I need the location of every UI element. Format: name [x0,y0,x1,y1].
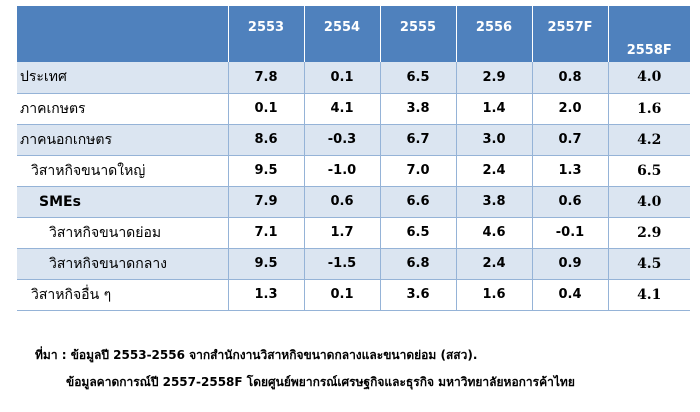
cell-value: 4.0 [607,186,690,218]
table-row: ประเทศ 7.8 0.1 6.5 2.9 0.8 4.0 [17,62,690,94]
cell-value: 4.5 [607,248,690,280]
table-row: วิสาหกิจขนาดย่อม 7.1 1.7 6.5 4.6 -0.1 2.… [17,217,690,249]
cell-value: 0.4 [531,279,608,311]
cell-value: 4.1 [607,279,690,311]
cell-value: -0.3 [303,124,380,156]
table-row: วิสาหกิจอื่น ๆ 1.3 0.1 3.6 1.6 0.4 4.1 [17,279,690,311]
cell-value: 7.8 [227,62,304,94]
cell-value: 1.4 [455,93,532,125]
cell-value: 0.6 [531,186,608,218]
table-row: วิสาหกิจขนาดกลาง 9.5 -1.5 6.8 2.4 0.9 4.… [17,248,690,280]
row-label: วิสาหกิจอื่น ๆ [17,279,228,311]
forecast-note: ข้อมูลคาดการณ์ปี 2557-2558F โดยศูนย์พยาก… [66,375,575,389]
cell-value: 0.1 [227,93,304,125]
cell-value: 2.4 [455,248,532,280]
cell-value: 3.8 [455,186,532,218]
cell-value: 6.7 [379,124,456,156]
cell-value: 1.3 [531,155,608,187]
cell-value: 0.1 [303,62,380,94]
cell-value: 6.6 [379,186,456,218]
row-label: วิสาหกิจขนาดกลาง [17,248,228,280]
header-year: 2553 [227,6,304,62]
table-row: SMEs 7.9 0.6 6.6 3.8 0.6 4.0 [17,186,690,218]
cell-value: 7.1 [227,217,304,249]
cell-value: 4.1 [303,93,380,125]
row-label: วิสาหกิจขนาดใหญ่ [17,155,228,187]
cell-value: 2.0 [531,93,608,125]
cell-value: 9.5 [227,248,304,280]
row-label: วิสาหกิจขนาดย่อม [17,217,228,249]
cell-value: 6.8 [379,248,456,280]
cell-value: 8.6 [227,124,304,156]
cell-value: 2.9 [455,62,532,94]
table-row: ภาคเกษตร 0.1 4.1 3.8 1.4 2.0 1.6 [17,93,690,125]
cell-value: -0.1 [531,217,608,249]
cell-value: 1.6 [607,93,690,125]
row-label: ภาคนอกเกษตร [17,124,228,156]
cell-value: 4.2 [607,124,690,156]
row-label: ประเทศ [17,62,228,94]
row-label: ภาคเกษตร [17,93,228,125]
gdp-growth-table: 2553 2554 2555 2556 2557F 2558F ประเทศ 7… [17,6,690,311]
cell-value: 3.0 [455,124,532,156]
cell-value: 7.9 [227,186,304,218]
cell-value: 9.5 [227,155,304,187]
cell-value: 1.7 [303,217,380,249]
header-year: 2554 [303,6,380,62]
header-year: 2556 [455,6,532,62]
cell-value: 0.1 [303,279,380,311]
row-label: SMEs [17,186,228,218]
cell-value: 3.6 [379,279,456,311]
cell-value: 7.0 [379,155,456,187]
cell-value: 0.8 [531,62,608,94]
cell-value: 6.5 [379,62,456,94]
cell-value: 1.6 [455,279,532,311]
cell-value: 3.8 [379,93,456,125]
header-corner [17,6,228,62]
cell-value: 0.7 [531,124,608,156]
cell-value: 4.0 [607,62,690,94]
table-row: ภาคนอกเกษตร 8.6 -0.3 6.7 3.0 0.7 4.2 [17,124,690,156]
cell-value: 6.5 [607,155,690,187]
cell-value: -1.5 [303,248,380,280]
source-note: ที่มา : ข้อมูลปี 2553-2556 จากสำนักงานวิ… [35,348,478,362]
cell-value: 0.6 [303,186,380,218]
header-year: 2558F [607,6,690,62]
cell-value: -1.0 [303,155,380,187]
cell-value: 6.5 [379,217,456,249]
table-row: วิสาหกิจขนาดใหญ่ 9.5 -1.0 7.0 2.4 1.3 6.… [17,155,690,187]
header-year: 2555 [379,6,456,62]
header-year: 2557F [531,6,608,62]
cell-value: 2.9 [607,217,690,249]
cell-value: 4.6 [455,217,532,249]
header-row: 2553 2554 2555 2556 2557F 2558F [17,6,690,62]
cell-value: 0.9 [531,248,608,280]
cell-value: 1.3 [227,279,304,311]
cell-value: 2.4 [455,155,532,187]
